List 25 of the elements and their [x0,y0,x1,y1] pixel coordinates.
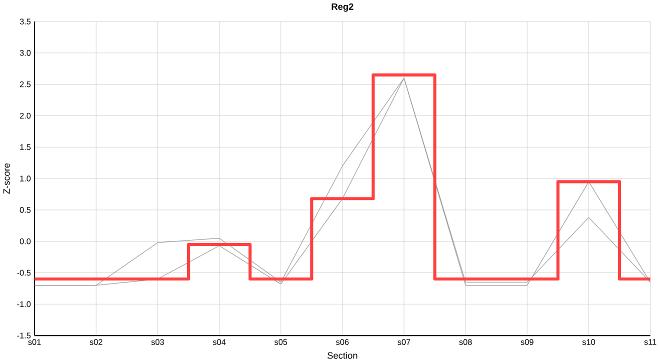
y-tick-label: 3.5 [20,18,31,24]
chart-title: Reg2 [332,3,354,12]
y-tick-label: 1.0 [20,176,31,182]
y-tick-label: 0.0 [20,238,31,244]
y-tick-label: 0.5 [20,206,31,213]
x-tick-label: s01 [28,339,41,345]
y-tick-label: 2.0 [20,112,31,119]
x-tick-label: s11 [644,339,656,345]
y-tick-label: -0.5 [17,270,31,276]
y-tick-label: 2.5 [20,81,31,88]
x-tick-label: s03 [151,339,164,345]
y-tick-label: -1.5 [17,332,31,338]
x-tick-label: s02 [90,339,102,345]
x-tick-label: s04 [212,339,226,345]
y-axis-title: Z-score [3,163,10,194]
x-tick-label: s05 [274,339,288,345]
x-axis-title: Section [328,352,358,359]
y-tick-label: -1.0 [17,301,31,307]
y-tick-label: 1.5 [20,144,31,150]
x-tick-label: s06 [336,339,349,345]
x-tick-label: s08 [459,339,472,345]
x-tick-label: s10 [582,339,596,345]
y-tick-label: 3.0 [20,50,31,56]
x-tick-label: s07 [398,339,410,345]
x-tick-label: s09 [520,339,534,345]
